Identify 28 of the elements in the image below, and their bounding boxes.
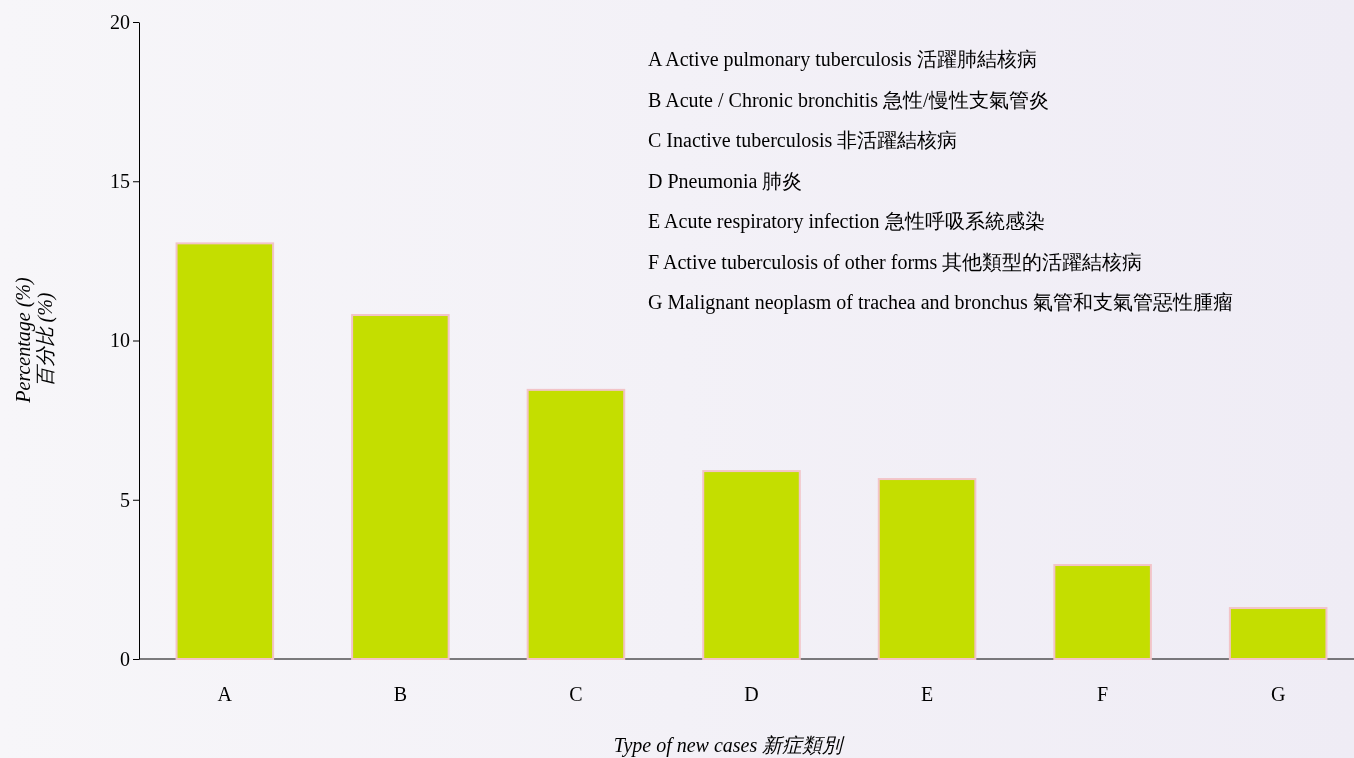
- annotation: F Active tuberculosis of other forms 其他類型的活躍結核病: [648, 250, 1143, 273]
- x-tick-label: C: [569, 683, 583, 706]
- x-tick-label: B: [393, 683, 408, 706]
- y-tick-label: 5: [120, 488, 130, 511]
- bar: [702, 470, 801, 660]
- x-tick-label: F: [1097, 683, 1109, 706]
- y-tick-label: 15: [110, 170, 130, 193]
- x-axis-title: Type of new cases 新症類別: [613, 734, 846, 757]
- x-tick-label: G: [1270, 683, 1286, 706]
- bar: [1228, 607, 1328, 660]
- annotation: D Pneumonia 肺炎: [648, 169, 803, 192]
- bar: [175, 242, 275, 660]
- annotation: B Acute / Chronic bronchitis 急性/慢性支氣管炎: [648, 88, 1049, 111]
- annotation: A Active pulmonary tuberculosis 活躍肺結核病: [648, 48, 1037, 71]
- y-axis-title: Percentage (%) 百分比 (%): [12, 277, 57, 404]
- y-tick-label: 10: [110, 329, 130, 352]
- annotation: G Malignant neoplasm of trachea and bronchus 氣管和支氣管惡性腫瘤: [648, 291, 1233, 314]
- x-tick-label: E: [920, 683, 934, 706]
- bar: [1053, 564, 1152, 660]
- x-tick-label: A: [217, 683, 233, 706]
- annotation: C Inactive tuberculosis 非活躍結核病: [648, 129, 958, 151]
- bar: [877, 478, 977, 660]
- y-tick-label: 20: [110, 10, 130, 33]
- bar: [526, 388, 626, 660]
- bar: [351, 314, 450, 660]
- y-tick-label: 0: [120, 647, 130, 670]
- annotation: E Acute respiratory infection 急性呼吸系統感染: [648, 210, 1045, 233]
- x-tick-label: D: [744, 683, 759, 706]
